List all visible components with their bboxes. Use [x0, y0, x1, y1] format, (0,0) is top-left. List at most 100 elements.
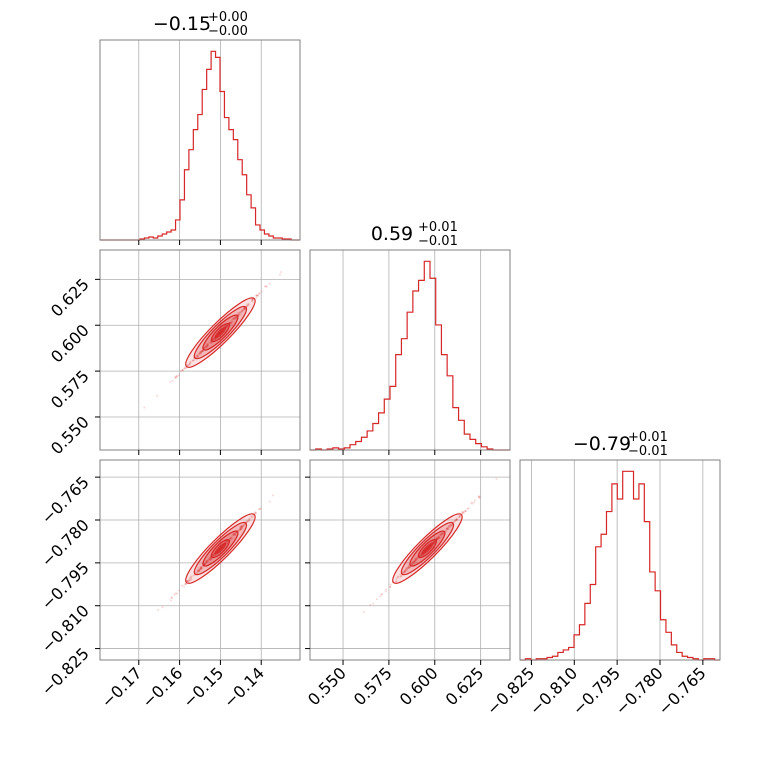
pair-1-sample-point	[232, 533, 235, 536]
pair-1-sample-point	[247, 518, 250, 521]
pair-0-sample-point	[183, 367, 186, 370]
pair-1-sample-point	[238, 525, 241, 528]
pair-1-sample-point	[239, 527, 242, 530]
pair-0-sample-point	[229, 321, 232, 324]
pair-2-sample-point	[413, 559, 416, 562]
hist-0-frame	[99, 39, 301, 241]
pair-0-sample-point	[199, 351, 202, 354]
pair-1-sample-point	[242, 524, 245, 527]
pair-1-sample-point	[241, 525, 244, 528]
pair-2-sample-point	[461, 511, 464, 514]
y-tick-label-1-2: 0.600	[47, 321, 93, 367]
pair-1-sample-point	[169, 599, 172, 602]
pair-1-sample-point	[238, 528, 241, 531]
pair-0-sample-point	[234, 316, 237, 319]
pair-2-sample-point	[446, 527, 449, 530]
pair-0-sample-point	[226, 324, 229, 327]
pair-0-sample-point	[234, 315, 237, 318]
pair-0-sample-point	[258, 292, 261, 295]
pair-2-sample-point	[445, 528, 448, 531]
pair-2-sample-point	[449, 525, 452, 528]
pair-2-sample-point	[453, 520, 456, 523]
pair-0-sample-point	[212, 337, 215, 340]
pair-0-sample-point	[208, 341, 211, 344]
pair-1-sample-point	[188, 579, 191, 582]
pair-2-sample-point	[442, 533, 445, 536]
pair-1-sample-point	[248, 517, 251, 520]
pair-1-sample-point	[241, 525, 244, 528]
pair-2-sample-point	[455, 518, 458, 521]
param-0-title-plus: +0.00	[208, 10, 248, 25]
pair-1-sample-point	[233, 532, 236, 535]
pair-0-sample-point	[199, 351, 202, 354]
pair-1-sample-point	[234, 534, 237, 537]
pair-0-sample-point	[240, 309, 243, 312]
pair-1-sample-point	[241, 524, 244, 527]
pair-1-sample-point	[206, 560, 209, 563]
pair-1-sample-point	[211, 554, 214, 557]
pair-1-sample-point	[206, 559, 209, 562]
pair-0-sample-point	[251, 299, 254, 302]
pair-2-sample-point	[407, 564, 410, 567]
pair-2-sample-point	[380, 593, 383, 596]
pair-2-inner	[362, 477, 498, 614]
hist-panel-0: −0.15+0.00−0.00	[99, 10, 301, 245]
pair-2-sample-point	[399, 573, 402, 576]
pair-1-sample-point	[209, 558, 212, 561]
pair-2-sample-point	[402, 571, 405, 574]
pair-0-sample-point	[181, 369, 184, 372]
pair-2-sample-point	[410, 563, 413, 566]
pair-0-sample-point	[200, 351, 203, 354]
pair-1-sample-point	[258, 508, 261, 511]
pair-1-sample-point	[211, 554, 214, 557]
pair-2-sample-point	[406, 567, 409, 570]
pair-0-sample-point	[188, 363, 191, 366]
pair-1-sample-point	[229, 536, 232, 539]
pair-0-sample-point	[229, 322, 232, 325]
pair-2-sample-point	[435, 537, 438, 540]
pair-1-sample-point	[208, 556, 211, 559]
pair-2-sample-point	[458, 514, 461, 517]
pair-0-sample-point	[199, 350, 202, 353]
pair-2-sample-point	[471, 502, 474, 505]
param-2-title-minus: −0.01	[628, 444, 668, 459]
pair-1-sample-point	[204, 562, 207, 565]
pair-2-sample-point	[397, 575, 400, 578]
pair-1-sample-point	[242, 524, 245, 527]
pair-0-sample-point	[246, 304, 249, 307]
pair-0-sample-point	[213, 337, 216, 340]
pair-0-sample-point	[234, 317, 237, 320]
pair-2-sample-point	[375, 598, 378, 601]
pair-0-sample-point	[226, 324, 229, 327]
pair-0-sample-point	[174, 376, 177, 379]
pair-2-sample-point	[438, 535, 441, 538]
pair-1-sample-point	[254, 511, 257, 514]
pair-0-sample-point	[247, 303, 250, 306]
pair-1-sample-point	[259, 507, 262, 510]
pair-1-sample-point	[173, 593, 176, 596]
pair-0-sample-point	[206, 344, 209, 347]
pair-1-sample-point	[237, 529, 240, 532]
pair-0-sample-point	[243, 307, 246, 310]
pair-1-sample-point	[242, 524, 245, 527]
pair-2-sample-point	[437, 536, 440, 539]
pair-1-sample-point	[196, 569, 199, 572]
pair-2-sample-point	[413, 560, 416, 563]
pair-1-sample-point	[229, 537, 232, 540]
pair-2-sample-point	[445, 528, 448, 531]
pair-2-core	[421, 542, 434, 555]
pair-1-sample-point	[239, 526, 242, 529]
pair-2-sample-point	[437, 537, 440, 540]
pair-2-sample-point	[416, 556, 419, 559]
pair-2-sample-point	[432, 541, 435, 544]
pair-2-sample-point	[407, 566, 410, 569]
param-0-title: −0.15	[153, 13, 211, 35]
pair-0-sample-point	[207, 342, 210, 345]
pair-1-sample-point	[201, 565, 204, 568]
pair-2-sample-point	[478, 495, 481, 498]
pair-0-sample-point	[233, 317, 236, 320]
pair-0-sample-point	[226, 325, 229, 328]
pair-0-sample-point	[239, 312, 242, 315]
pair-0-sample-point	[192, 359, 195, 362]
pair-1-sample-point	[196, 570, 199, 573]
